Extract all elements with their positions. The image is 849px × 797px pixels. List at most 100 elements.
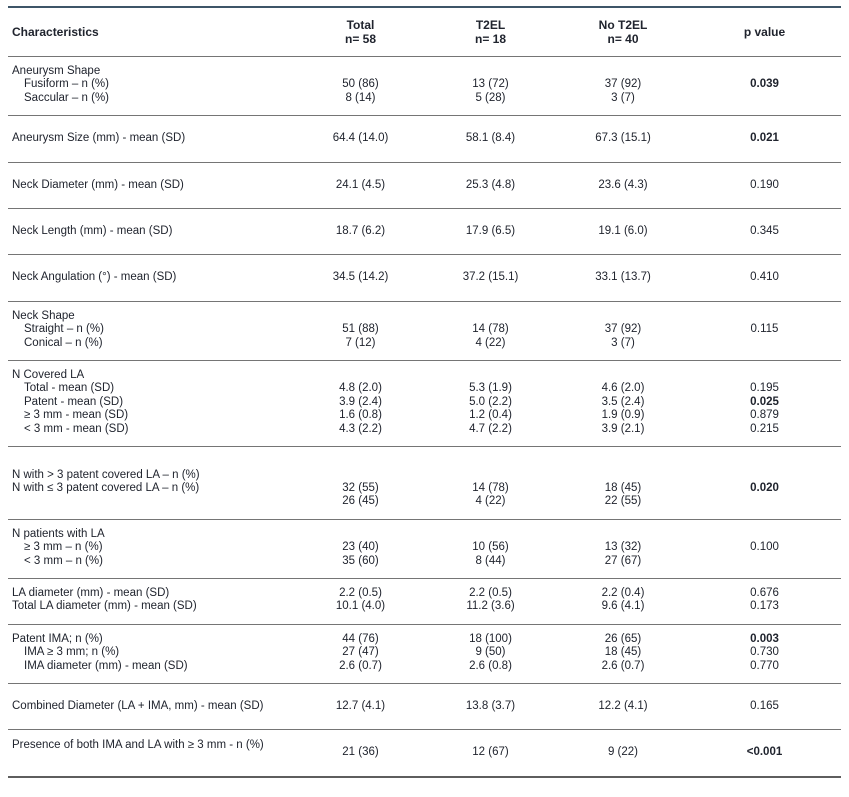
- cell-p-value: 0.879: [750, 409, 779, 422]
- row-label: N with ≤ 3 patent covered LA – n (%): [12, 481, 200, 494]
- cell-no-t2el: 12.2 (4.1): [598, 699, 648, 712]
- cell-total: 44 (76): [342, 632, 379, 645]
- cell-t2el: 13 (72): [472, 78, 509, 91]
- cell-total: 1.6 (0.8): [339, 409, 382, 422]
- table-section: N with > 3 patent covered LA – n (%) N wi…: [8, 447, 841, 520]
- cell-t2el: 8 (44): [475, 554, 506, 567]
- table-row: Neck Diameter (mm) - mean (SD) 24.1 (4.5)…: [8, 179, 841, 192]
- cell-p-value: 0.195: [750, 382, 779, 395]
- row-label: Straight – n (%): [24, 323, 104, 336]
- cell-p-value: 0.190: [750, 178, 779, 191]
- row-label: Patent - mean (SD): [24, 395, 124, 408]
- cell-no-t2el: 18 (45): [604, 646, 642, 659]
- cell-total: 2.6 (0.7): [339, 659, 382, 672]
- cell-p-value: <0.001: [746, 746, 783, 759]
- table-section: Aneurysm Size (mm) - mean (SD) 64.4 (14.0…: [8, 116, 841, 163]
- cell-p-value: 0.020: [750, 481, 779, 494]
- characteristics-table: Characteristics Total n= 58 T2EL n= 18 No T2…: [8, 6, 841, 778]
- cell-total: 64.4 (14.0): [332, 132, 389, 145]
- row-label: N Covered LA: [12, 369, 85, 382]
- cell-total: 12.7 (4.1): [335, 699, 386, 712]
- row-label: N with > 3 patent covered LA – n (%): [12, 468, 200, 481]
- table-section: N Covered LA Total - mean (SD) 4.8 (2.0) 5.…: [8, 361, 841, 448]
- col-header-no-t2el: No T2EL n= 40: [598, 18, 648, 46]
- cell-total: 2.2 (0.5): [339, 586, 382, 599]
- cell-t2el: 5.0 (2.2): [469, 395, 512, 408]
- table-row: < 3 mm - mean (SD) 4.3 (2.2) 4.7 (2.2) 3.9 …: [8, 423, 841, 436]
- table-row: Aneurysm Shape: [8, 65, 841, 78]
- cell-total: 24.1 (4.5): [335, 178, 386, 191]
- cell-total: 35 (60): [342, 554, 379, 567]
- cell-no-t2el: 22 (55): [604, 495, 642, 508]
- cell-no-t2el: 3.5 (2.4): [601, 395, 645, 408]
- cell-t2el: 25.3 (4.8): [465, 178, 516, 191]
- cell-t2el: 4 (22): [475, 336, 506, 349]
- cell-no-t2el: 9 (22): [607, 746, 639, 759]
- table-row: ≥ 3 mm - mean (SD) 1.6 (0.8) 1.2 (0.4) 1.9 …: [8, 409, 841, 422]
- cell-p-value: 0.770: [750, 659, 779, 672]
- col-header-total: Total n= 58: [344, 18, 377, 46]
- cell-total: 21 (36): [342, 746, 379, 759]
- col-header-characteristics: Characteristics: [12, 25, 99, 39]
- cell-t2el: 14 (78): [472, 481, 509, 494]
- cell-p-value: 0.173: [750, 600, 779, 613]
- table-row: Total - mean (SD) 4.8 (2.0) 5.3 (1.9) 4.6 (…: [8, 382, 841, 395]
- row-label: ≥ 3 mm – n (%): [24, 541, 103, 554]
- cell-total: 3.9 (2.4): [339, 395, 382, 408]
- table-row: Conical – n (%) 7 (12) 4 (22) 3 (7): [8, 337, 841, 350]
- cell-no-t2el: 2.2 (0.4): [601, 586, 645, 599]
- cell-no-t2el: 37 (92): [604, 323, 642, 336]
- cell-t2el: 4 (22): [475, 495, 506, 508]
- cell-p-value: 0.021: [750, 132, 779, 145]
- table-section: Aneurysm Shape Fusiform – n (%) 50 (86) 13 …: [8, 57, 841, 117]
- table-row: N patients with LA: [8, 528, 841, 541]
- table-row: [8, 455, 841, 468]
- table-row: ≥ 3 mm – n (%) 23 (40) 10 (56) 13 (32) 0.100: [8, 541, 841, 554]
- row-label: Presence of both IMA and LA with ≥ 3 mm …: [12, 739, 264, 752]
- cell-p-value: 0.039: [750, 78, 779, 91]
- cell-no-t2el: 27 (67): [604, 554, 642, 567]
- row-label: [8, 455, 298, 468]
- cell-p-value: 0.115: [750, 323, 779, 336]
- table-row: Neck Length (mm) - mean (SD) 18.7 (6.2) 17…: [8, 225, 841, 238]
- cell-t2el: 5 (28): [475, 91, 506, 104]
- row-label: N patients with LA: [12, 527, 105, 540]
- cell-total: 7 (12): [345, 336, 376, 349]
- cell-p-value: 0.003: [750, 632, 779, 645]
- cell-total: 26 (45): [342, 495, 379, 508]
- row-label: Neck Length (mm) - mean (SD): [12, 225, 173, 238]
- cell-total: 8 (14): [345, 91, 376, 104]
- table-section: Combined Diameter (LA + IMA, mm) - mean …: [8, 684, 841, 731]
- cell-t2el: 5.3 (1.9): [469, 382, 512, 395]
- table-row: LA diameter (mm) - mean (SD) 2.2 (0.5) 2.2…: [8, 587, 841, 600]
- row-label: Conical – n (%): [24, 336, 103, 349]
- row-label: [8, 495, 298, 508]
- table-section: Patent IMA; n (%) 44 (76) 18 (100) 26 (65) 0…: [8, 625, 841, 684]
- row-label: Aneurysm Shape: [12, 65, 101, 77]
- row-label: IMA diameter (mm) - mean (SD): [24, 659, 188, 672]
- table-row: Combined Diameter (LA + IMA, mm) - mean …: [8, 700, 841, 713]
- cell-no-t2el: 3 (7): [611, 91, 635, 104]
- table-row: N Covered LA: [8, 369, 841, 382]
- table-row: Straight – n (%) 51 (88) 14 (78) 37 (92) 0.1…: [8, 323, 841, 336]
- cell-t2el: 4.7 (2.2): [469, 422, 512, 435]
- cell-no-t2el: 26 (65): [604, 632, 642, 645]
- cell-total: 4.3 (2.2): [339, 422, 382, 435]
- cell-no-t2el: 3 (7): [611, 336, 635, 349]
- cell-total: 23 (40): [342, 541, 379, 554]
- table-section: Neck Length (mm) - mean (SD) 18.7 (6.2) 17…: [8, 209, 841, 256]
- cell-no-t2el: 23.6 (4.3): [598, 178, 648, 191]
- cell-total: 51 (88): [342, 323, 379, 336]
- cell-t2el: 17.9 (6.5): [465, 225, 516, 238]
- cell-no-t2el: 1.9 (0.9): [601, 409, 645, 422]
- table-section: Neck Diameter (mm) - mean (SD) 24.1 (4.5)…: [8, 163, 841, 210]
- row-label: Neck Angulation (°) - mean (SD): [12, 271, 177, 284]
- cell-t2el: 14 (78): [472, 323, 509, 336]
- table-row: Patent - mean (SD) 3.9 (2.4) 5.0 (2.2) 3.5 …: [8, 396, 841, 409]
- cell-no-t2el: 4.6 (2.0): [601, 382, 645, 395]
- cell-total: 32 (55): [342, 481, 379, 494]
- cell-no-t2el: 37 (92): [604, 78, 642, 91]
- cell-t2el: 18 (100): [469, 632, 512, 645]
- table-row: < 3 mm – n (%) 35 (60) 8 (44) 27 (67): [8, 555, 841, 568]
- row-label: Combined Diameter (LA + IMA, mm) - mean …: [12, 699, 264, 712]
